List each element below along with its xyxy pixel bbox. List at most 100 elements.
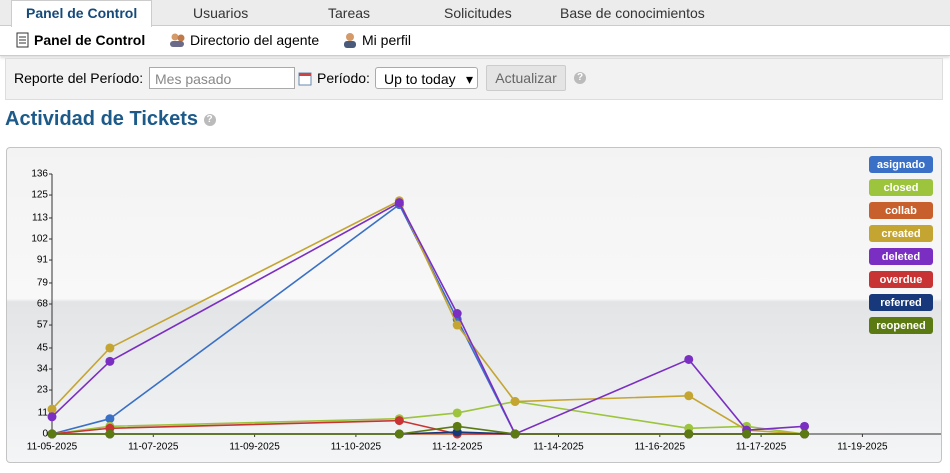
data-point (105, 356, 115, 366)
chart: 0 11 23 34 45 57 68 79 91 102 113 125 136 11-05-2025 1… (27, 156, 942, 453)
y-tick-label: 0 (42, 429, 48, 440)
series-line (52, 425, 805, 435)
x-tick-label: 11-07-2025 (128, 442, 179, 453)
update-button[interactable]: Actualizar (486, 65, 566, 91)
series-line (51, 201, 805, 436)
legend-label: overdue (880, 274, 923, 286)
calendar-icon[interactable] (298, 71, 313, 86)
legend-item: referred (869, 294, 933, 311)
date-input[interactable]: Mes pasado (149, 67, 295, 89)
y-tick-label: 23 (37, 385, 49, 396)
data-point (394, 429, 404, 439)
sub-link-text: Directorio del agente (190, 32, 320, 48)
tab[interactable]: Base de conocimientos (560, 5, 705, 21)
data-point (47, 429, 57, 439)
y-tick-label: 57 (37, 320, 49, 331)
y-tick-label: 68 (37, 299, 49, 310)
legend-item: asignado (869, 156, 933, 173)
y-tick-label: 136 (31, 169, 48, 180)
tab[interactable]: Tareas (328, 5, 371, 21)
data-point (452, 320, 462, 330)
x-tick-label: 11-10-2025 (331, 442, 382, 453)
legend-item: overdue (869, 271, 933, 288)
legend-label: deleted (882, 251, 921, 263)
y-tick-label: 91 (37, 255, 49, 266)
icon (170, 33, 185, 47)
data-point (684, 354, 694, 364)
help-icon[interactable]: ? (203, 113, 216, 126)
data-point (105, 343, 115, 353)
legend-swatch (869, 179, 933, 196)
chart-box: 0 11 23 34 45 57 68 79 91 102 113 125 136 11-05-2025 1… (6, 147, 942, 463)
data-point (452, 309, 462, 319)
x-tick-label: 11-19-2025 (837, 442, 888, 453)
icon (344, 33, 356, 48)
x-tick-label: 11-05-2025 (27, 442, 78, 453)
legend-swatch (869, 156, 933, 173)
x-tick-label: 11-16-2025 (635, 442, 686, 453)
sub-link[interactable]: Mi perfil (342, 32, 411, 48)
data-point (47, 404, 57, 414)
tab-bar: Panel de Control Usuarios Tareas Solicit… (0, 0, 950, 27)
y-tick-label: 113 (32, 213, 48, 224)
sub-link-text: Panel de Control (34, 32, 146, 48)
period-value: Up to today (384, 71, 456, 87)
series-line (51, 400, 805, 435)
legend-label: reopened (876, 320, 926, 332)
x-tick-label: 11-12-2025 (432, 442, 483, 453)
legend-item: collab (869, 202, 933, 219)
data-point (47, 412, 57, 422)
heading-text: Actividad de Tickets (5, 108, 199, 130)
section-heading: Actividad de Tickets ? (5, 108, 216, 131)
tab[interactable]: Panel de Control (11, 0, 153, 27)
legend-swatch (869, 248, 933, 265)
help-icon[interactable]: ? (574, 72, 586, 84)
period-select[interactable]: Up to today ▾ (375, 67, 478, 89)
legend-label: referred (880, 297, 922, 309)
series-line (51, 199, 805, 435)
legend-item: reopened (869, 317, 933, 334)
select-arrow: ▾ (465, 71, 473, 87)
legend-label: created (881, 228, 920, 240)
legend-label: asignado (877, 159, 926, 171)
sub-link[interactable]: Directorio del agente (169, 32, 319, 48)
tab[interactable]: Usuarios (193, 5, 249, 21)
legend-item: closed (869, 179, 933, 196)
icon (16, 32, 29, 48)
data-point (684, 429, 694, 439)
x-tick-label: 11-14-2025 (533, 442, 584, 453)
data-point (394, 198, 404, 208)
legend-swatch (869, 294, 933, 311)
sub-link[interactable]: Panel de Control (16, 32, 145, 48)
x-tick-label: 11-09-2025 (229, 442, 280, 453)
legend-swatch (869, 317, 933, 334)
legend-label: closed (884, 182, 919, 194)
y-tick-label: 102 (31, 234, 48, 245)
filter-bar: Reporte del Período: Mes pasado Período:… (5, 58, 943, 100)
filter-label: Reporte del Período: (14, 70, 144, 86)
data-point (742, 429, 752, 439)
y-tick-label: 79 (37, 278, 49, 289)
legend-item: created (869, 225, 933, 242)
y-tick-label: 34 (37, 364, 49, 375)
sub-nav: Panel de Control Directorio del agente M… (0, 26, 950, 56)
x-tick-label: 11-17-2025 (736, 442, 787, 453)
data-point (452, 421, 462, 431)
data-point (394, 416, 404, 426)
y-tick-label: 125 (31, 190, 48, 201)
data-point (800, 421, 810, 431)
data-point (800, 429, 810, 439)
y-tick-label: 11 (38, 408, 49, 419)
legend-swatch (869, 202, 933, 219)
legend-label: collab (885, 205, 917, 217)
sub-link-text: Mi perfil (362, 32, 412, 48)
data-point (510, 397, 520, 406)
data-point (510, 429, 520, 439)
legend-swatch (869, 271, 933, 288)
data-point (452, 408, 462, 418)
data-point (684, 391, 694, 401)
y-tick-label: 45 (37, 343, 49, 354)
data-point (105, 429, 115, 439)
tab[interactable]: Solicitudes (444, 5, 512, 21)
